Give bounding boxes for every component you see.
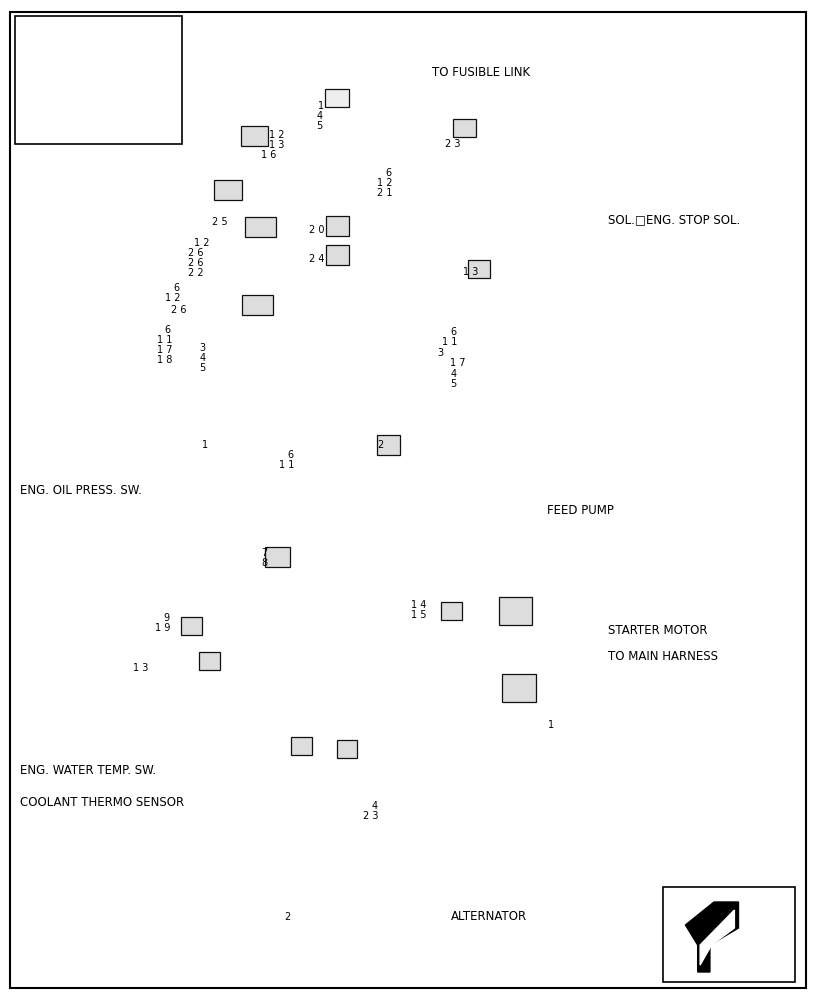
Text: 3: 3 — [199, 343, 206, 353]
Text: 1 3: 1 3 — [463, 267, 478, 277]
Text: 6: 6 — [173, 283, 180, 293]
Bar — [441, 602, 462, 620]
Text: 2 6: 2 6 — [171, 305, 187, 315]
Bar — [291, 737, 312, 755]
Text: 2: 2 — [377, 440, 384, 450]
Text: 1: 1 — [318, 101, 325, 111]
Text: 2 1: 2 1 — [377, 188, 392, 198]
Bar — [502, 674, 536, 702]
Bar — [265, 547, 290, 567]
Text: 1 8: 1 8 — [157, 355, 173, 365]
Polygon shape — [700, 910, 734, 965]
Text: 3: 3 — [437, 348, 444, 358]
Text: 1: 1 — [202, 440, 209, 450]
Bar — [468, 260, 490, 278]
Text: 2 6: 2 6 — [188, 248, 203, 258]
Text: ENG. WATER TEMP. SW.: ENG. WATER TEMP. SW. — [20, 764, 157, 776]
Bar — [325, 89, 349, 107]
Bar — [326, 245, 349, 265]
Text: 6: 6 — [385, 168, 392, 178]
Text: TO FUSIBLE LINK: TO FUSIBLE LINK — [432, 66, 530, 79]
Text: 1 3: 1 3 — [133, 663, 149, 673]
Text: 1 2: 1 2 — [165, 293, 180, 303]
Text: 1 2: 1 2 — [377, 178, 392, 188]
Text: 9: 9 — [163, 613, 170, 623]
Text: 4: 4 — [199, 353, 206, 363]
Polygon shape — [167, 530, 539, 708]
Text: 6: 6 — [450, 327, 457, 337]
Bar — [242, 295, 273, 315]
Text: 1 4: 1 4 — [411, 600, 427, 610]
Text: 6: 6 — [287, 450, 294, 460]
Text: 4: 4 — [450, 369, 457, 379]
Text: 5: 5 — [317, 121, 323, 131]
Bar — [15, 16, 182, 144]
Text: TO MAIN HARNESS: TO MAIN HARNESS — [608, 650, 718, 662]
Bar — [377, 435, 400, 455]
Text: 2 6: 2 6 — [188, 258, 203, 268]
Text: 4: 4 — [371, 801, 378, 811]
Text: 5: 5 — [450, 379, 457, 389]
Bar — [337, 740, 357, 758]
Text: ENG. OIL PRESS. SW.: ENG. OIL PRESS. SW. — [20, 484, 142, 496]
Bar — [245, 217, 276, 237]
Bar — [326, 216, 349, 236]
Text: 6: 6 — [165, 325, 171, 335]
Bar — [453, 119, 476, 137]
Text: 1: 1 — [548, 720, 555, 730]
Text: 1 9: 1 9 — [155, 623, 171, 633]
Text: 4: 4 — [317, 111, 323, 121]
Text: 1 3: 1 3 — [269, 140, 285, 150]
Bar — [499, 597, 532, 625]
Text: 2 4: 2 4 — [309, 254, 324, 264]
Text: 5: 5 — [199, 363, 206, 373]
Text: 1 2: 1 2 — [269, 130, 285, 140]
Text: 7: 7 — [261, 548, 268, 558]
Text: 2 0: 2 0 — [309, 225, 324, 235]
Text: 1 1: 1 1 — [279, 460, 295, 470]
Text: 2 3: 2 3 — [445, 139, 460, 149]
Text: 1 1: 1 1 — [157, 335, 173, 345]
Text: SOL.□ENG. STOP SOL.: SOL.□ENG. STOP SOL. — [608, 214, 740, 227]
Text: 1 7: 1 7 — [157, 345, 173, 355]
Bar — [199, 652, 220, 670]
Text: 2 5: 2 5 — [212, 217, 228, 227]
Text: 2 2: 2 2 — [188, 268, 203, 278]
Bar — [214, 180, 242, 200]
Text: 2 3: 2 3 — [363, 811, 379, 821]
Bar — [663, 887, 795, 982]
Polygon shape — [685, 902, 738, 972]
Polygon shape — [193, 32, 594, 424]
Text: FEED PUMP: FEED PUMP — [547, 504, 614, 516]
Text: ALTERNATOR: ALTERNATOR — [450, 910, 526, 922]
Text: STARTER MOTOR: STARTER MOTOR — [608, 624, 707, 637]
Text: 2: 2 — [284, 912, 290, 922]
Text: 1 1: 1 1 — [442, 337, 458, 347]
Text: 1 2: 1 2 — [194, 238, 210, 248]
Text: 1 6: 1 6 — [261, 150, 277, 160]
Bar — [181, 617, 202, 635]
Bar — [241, 126, 268, 146]
Text: 1 5: 1 5 — [411, 610, 427, 620]
Text: COOLANT THERMO SENSOR: COOLANT THERMO SENSOR — [20, 796, 184, 808]
Text: 1 7: 1 7 — [450, 358, 466, 368]
Text: 8: 8 — [261, 558, 268, 568]
